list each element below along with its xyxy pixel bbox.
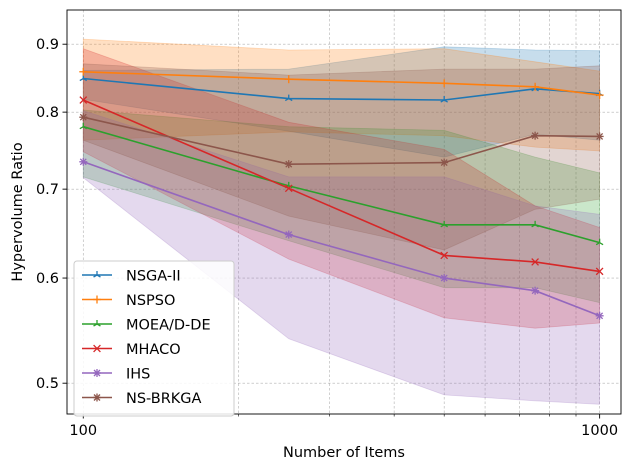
y-tick-label: 0.9 [36,37,59,53]
series-lines [79,67,604,320]
legend-marker-nsga-ii [93,271,101,278]
data-point-nspso [595,91,604,100]
data-point-ns-brkga [595,132,604,141]
data-point-ihs [531,286,540,295]
data-point-moea-d-de [79,122,88,130]
confidence-bands [82,38,600,405]
data-point-ihs [595,311,604,320]
data-point-nspso [284,75,293,84]
legend: NSGA-II NSPSO MOEA/D-DE MHACO IHS NS-BRKGA [73,260,235,417]
data-point-nsga-ii [440,96,448,103]
plot-frame [66,9,622,415]
y-tick-label: 0.5 [36,376,59,392]
x-axis-label: Number of Items [283,445,405,461]
band-ns-brkga [82,63,600,251]
y-axis-label: Hypervolume Ratio [10,142,26,281]
band-nspso [82,38,600,152]
data-point-ns-brkga [531,131,540,140]
legend-label-nsga-ii: NSGA-II [126,269,181,285]
data-point-ns-brkga [440,158,449,167]
y-axis-ticks: 0.5 0.6 0.7 0.8 0.9 [36,37,67,392]
legend-label-moea-d-de: MOEA/D-DE [126,318,211,334]
legend-label-mhaco: MHACO [126,342,181,358]
data-point-ihs [440,274,449,283]
band-moea-d-de [82,109,600,304]
x-axis-ticks: 100 1000 [69,414,618,439]
data-point-ns-brkga [284,160,293,169]
legend-marker-ns-brkga [93,393,101,402]
legend-marker-moea-d-de [93,320,101,327]
legend-label-nspso: NSPSO [126,293,175,309]
legend-frame [73,260,235,417]
data-point-moea-d-de [440,220,448,228]
y-tick-label: 0.6 [36,271,59,287]
legend-label-ns-brkga: NS-BRKGA [126,391,202,407]
data-point-ihs [284,230,293,239]
data-point-mhaco [531,258,539,266]
legend-marker-mhaco [93,344,101,353]
band-mhaco [82,48,600,329]
legend-marker-ihs [93,369,101,377]
x-tick-label: 1000 [581,423,618,439]
data-point-mhaco [440,251,449,260]
data-point-ns-brkga [79,113,88,122]
y-tick-label: 0.7 [36,182,59,198]
data-point-nsga-ii [284,94,293,102]
data-point-mhaco [79,96,88,104]
data-point-nspso [79,67,88,76]
data-point-nspso [531,82,540,91]
data-point-ihs [79,157,88,166]
data-point-mhaco [595,267,604,276]
x-tick-label: 100 [69,423,97,439]
data-point-mhaco [284,184,293,193]
legend-label-ihs: IHS [126,367,150,383]
data-point-moea-d-de [595,238,604,246]
y-tick-label: 0.8 [36,105,59,121]
data-point-moea-d-de [531,220,539,228]
legend-marker-nspso [93,295,101,304]
data-point-nspso [440,79,449,88]
